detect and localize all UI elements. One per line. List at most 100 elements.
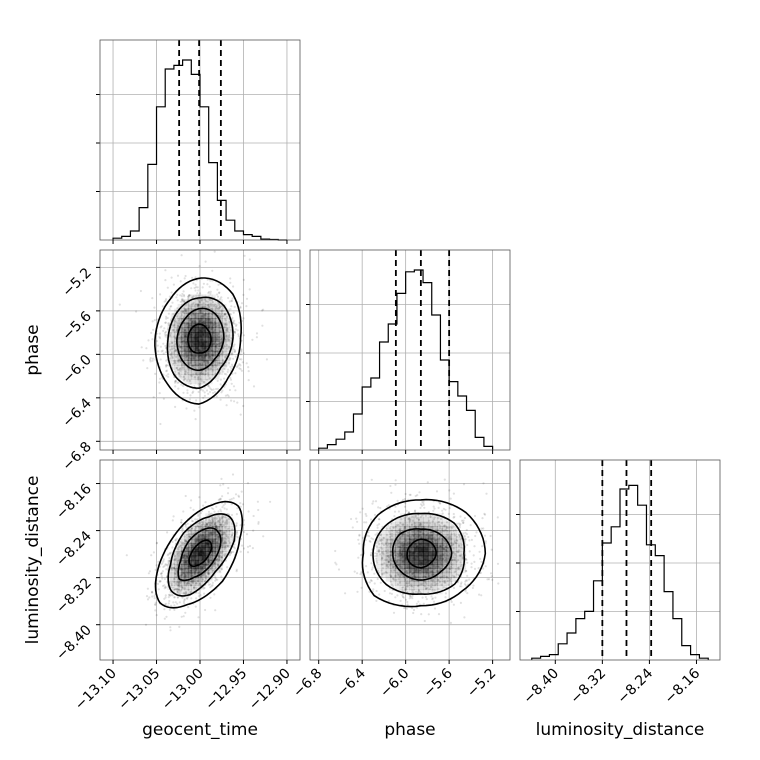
scatter-point bbox=[431, 571, 434, 574]
density-cell bbox=[404, 581, 410, 586]
scatter-point bbox=[201, 580, 204, 583]
scatter-point bbox=[196, 572, 199, 575]
scatter-point bbox=[183, 575, 187, 578]
scatter-point bbox=[188, 317, 191, 320]
density-cell bbox=[174, 318, 179, 324]
density-cell bbox=[174, 572, 179, 578]
scatter-point bbox=[213, 364, 216, 367]
scatter-point bbox=[213, 562, 216, 565]
scatter-point bbox=[412, 530, 415, 534]
scatter-point bbox=[452, 525, 455, 528]
scatter-point bbox=[412, 534, 416, 537]
scatter-point bbox=[388, 530, 391, 533]
scatter-point bbox=[436, 578, 439, 581]
scatter-point bbox=[446, 553, 449, 556]
scatter-point bbox=[176, 590, 179, 594]
density-cell bbox=[208, 542, 213, 548]
scatter-point bbox=[188, 572, 192, 575]
scatter-point bbox=[232, 546, 235, 549]
panel-frame bbox=[309, 249, 511, 451]
scatter-point bbox=[230, 513, 234, 517]
scatter-point bbox=[376, 526, 379, 529]
scatter-point bbox=[174, 588, 177, 591]
scatter-point bbox=[464, 569, 468, 572]
scatter-point bbox=[406, 524, 409, 527]
scatter-point bbox=[344, 592, 347, 595]
scatter-point bbox=[399, 599, 402, 603]
scatter-panel-phase-vs-luminosity-distance bbox=[309, 459, 511, 664]
scatter-point bbox=[411, 607, 414, 610]
scatter-point bbox=[172, 347, 175, 350]
scatter-point bbox=[161, 577, 164, 580]
density-cell bbox=[198, 555, 203, 561]
scatter-point bbox=[206, 372, 210, 375]
scatter-point bbox=[176, 274, 180, 277]
scatter-point bbox=[403, 517, 406, 520]
scatter-point bbox=[181, 587, 184, 590]
scatter-point bbox=[220, 568, 223, 571]
scatter-point bbox=[216, 541, 219, 544]
density-cell bbox=[187, 299, 192, 305]
scatter-point bbox=[186, 312, 189, 315]
density-cell bbox=[194, 564, 199, 569]
scatter-point bbox=[410, 588, 413, 591]
scatter-point bbox=[412, 585, 415, 589]
scatter-point bbox=[157, 350, 160, 353]
scatter-point bbox=[181, 568, 185, 571]
scatter-point bbox=[207, 573, 210, 576]
scatter-point bbox=[242, 293, 245, 296]
density-cell bbox=[212, 559, 217, 565]
scatter-point bbox=[173, 559, 176, 562]
density-cell bbox=[385, 564, 391, 569]
scatter-point bbox=[184, 310, 187, 313]
scatter-point bbox=[213, 532, 216, 535]
scatter-point bbox=[197, 513, 200, 516]
scatter-point bbox=[182, 556, 185, 559]
scatter-point bbox=[205, 529, 208, 533]
scatter-point bbox=[207, 361, 210, 364]
density-cell bbox=[385, 576, 391, 582]
scatter-point bbox=[162, 558, 165, 561]
scatter-point bbox=[433, 561, 436, 565]
scatter-point bbox=[206, 300, 209, 303]
scatter-point bbox=[199, 584, 202, 587]
scatter-point bbox=[218, 558, 221, 562]
scatter-point bbox=[184, 525, 187, 528]
contour-level-2 bbox=[167, 513, 236, 597]
scatter-point bbox=[195, 597, 198, 600]
scatter-point bbox=[441, 564, 444, 567]
scatter-point bbox=[177, 548, 180, 551]
scatter-point bbox=[353, 570, 356, 573]
scatter-point bbox=[222, 531, 225, 534]
scatter-point bbox=[401, 586, 404, 589]
scatter-point bbox=[261, 309, 264, 312]
scatter-point bbox=[194, 283, 197, 286]
scatter-point bbox=[457, 566, 460, 569]
density-cell bbox=[187, 551, 192, 557]
density-cell bbox=[218, 303, 223, 310]
scatter-point bbox=[154, 568, 157, 572]
density-cell bbox=[198, 576, 203, 582]
scatter-point bbox=[191, 520, 195, 523]
scatter-point bbox=[189, 535, 192, 538]
scatter-point bbox=[221, 544, 224, 547]
scatter-point bbox=[248, 258, 251, 261]
scatter-point bbox=[442, 580, 445, 583]
scatter-point bbox=[447, 583, 450, 587]
scatter-point bbox=[381, 563, 384, 566]
scatter-point bbox=[180, 353, 183, 356]
scatter-point bbox=[449, 567, 452, 571]
scatter-point bbox=[240, 349, 243, 352]
scatter-point bbox=[167, 373, 170, 376]
scatter-point bbox=[233, 349, 236, 352]
scatter-point bbox=[450, 580, 453, 583]
scatter-point bbox=[252, 514, 255, 518]
scatter-point bbox=[465, 533, 468, 536]
scatter-point bbox=[187, 304, 190, 307]
scatter-point bbox=[172, 601, 175, 604]
scatter-point bbox=[177, 583, 180, 586]
scatter-point bbox=[240, 302, 244, 305]
scatter-point bbox=[190, 572, 193, 575]
scatter-point bbox=[165, 374, 168, 377]
density-cell bbox=[167, 322, 172, 328]
